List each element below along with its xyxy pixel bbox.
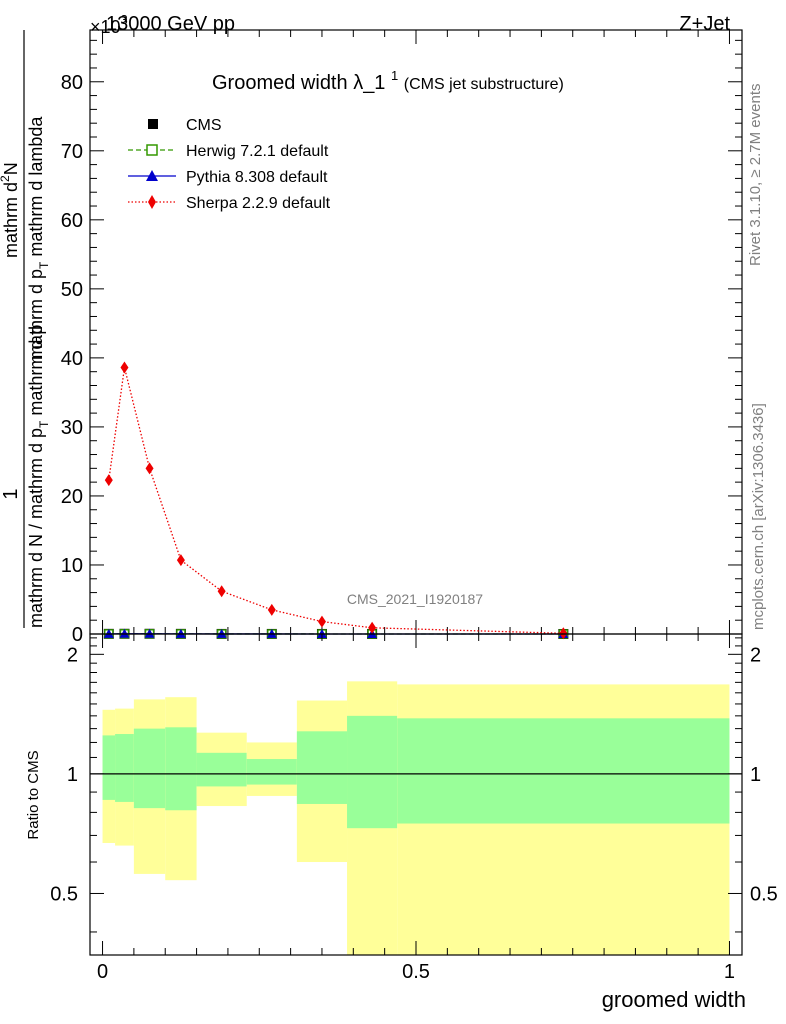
y-label-inner-num-a: mathrm d	[1, 182, 21, 258]
legend-marker-pythia	[146, 170, 158, 181]
ratio-band-inner	[397, 718, 730, 824]
legend-item-herwig: Herwig 7.2.1 default	[128, 143, 329, 160]
main-y-tick-label: 50	[61, 279, 83, 301]
y-label-den-a: mathrm d N / mathrm d p	[26, 428, 46, 628]
legend-marker-cms	[148, 119, 158, 129]
main-y-tick-label: 70	[61, 141, 83, 163]
ratio-y-label: Ratio to CMS	[25, 750, 42, 839]
y-label-inner-numerator: mathrm d2N	[0, 162, 21, 258]
y-label-inner-den-tail: mathrm d lambda	[26, 116, 46, 262]
y-label-inner-denominator: mathrm d pT mathrm d lambda	[26, 116, 51, 360]
main-y-label: 1 mathrm d N / mathrm d pT mathrm d p ma…	[0, 30, 51, 628]
ratio-y-tick-label: 0.5	[50, 883, 78, 905]
mcplots-label: mcplots.cern.ch [arXiv:1306.3436]	[750, 403, 767, 630]
main-y-tick-label: 40	[61, 348, 83, 370]
main-y-tick-label: 20	[61, 486, 83, 508]
ratio-band-inner	[115, 734, 134, 802]
main-title-text: Groomed width	[212, 72, 348, 94]
ratio-y-tick-label: 2	[67, 644, 78, 666]
legend-label-herwig: Herwig 7.2.1 default	[186, 143, 329, 160]
data-point-sherpa	[317, 615, 326, 628]
ratio-y-tick-label-right: 2	[750, 644, 761, 666]
analysis-watermark: CMS_2021_I1920187	[347, 591, 483, 607]
rivet-label: Rivet 3.1.10, ≥ 2.7M events	[747, 84, 764, 267]
ratio-band-inner	[133, 728, 166, 809]
legend-item-pythia: Pythia 8.308 default	[128, 169, 328, 186]
main-title-sup: 1	[391, 68, 398, 83]
main-y-tick-label: 10	[61, 555, 83, 577]
legend-marker-herwig	[146, 144, 158, 156]
ratio-y-axis: 0.5 0.5 1 1 2 2	[50, 637, 778, 933]
legend-item-cms: CMS	[148, 117, 222, 134]
y-multiplier-base: ×10	[90, 17, 121, 37]
legend-label-cms: CMS	[186, 117, 222, 134]
main-y-tick-label: 30	[61, 417, 83, 439]
data-point-pythia	[144, 628, 155, 638]
data-point-sherpa	[267, 603, 276, 616]
data-point-sherpa	[104, 474, 113, 487]
main-title-symbol: λ_1	[353, 72, 385, 94]
y-multiplier: ×103	[90, 12, 128, 37]
ratio-band-inner	[347, 715, 398, 829]
data-point-sherpa	[145, 462, 154, 475]
data-point-sherpa	[176, 554, 185, 567]
legend-marker-sherpa	[148, 195, 156, 209]
ratio-band-inner	[246, 759, 297, 785]
series-line-sherpa	[108, 367, 564, 634]
y-label-den-sub: T	[37, 420, 51, 428]
ratio-y-tick-label: 1	[67, 764, 78, 786]
y-label-numerator: 1	[0, 488, 22, 499]
ratio-band-inner	[296, 731, 348, 804]
ratio-y-tick-label-right: 0.5	[750, 883, 778, 905]
y-label-den-tail: mathrm d p	[26, 325, 46, 421]
ratio-y-tick-label-right: 1	[750, 764, 761, 786]
main-series-layer	[103, 361, 569, 640]
ratio-band-inner	[165, 727, 197, 811]
ratio-band-inner	[196, 752, 247, 787]
ratio-x-axis: 0 0.5 1	[97, 634, 735, 983]
main-title: Groomed width λ_1 1 (CMS jet substructur…	[212, 63, 564, 94]
data-point-pythia	[103, 628, 114, 638]
data-point-sherpa	[217, 585, 226, 598]
data-point-sherpa	[559, 627, 568, 640]
legend-label-sherpa: Sherpa 2.2.9 default	[186, 195, 331, 212]
data-point-pythia	[119, 628, 130, 638]
process-label: Z+Jet	[679, 13, 730, 35]
ratio-bands-layer	[102, 681, 730, 955]
x-axis-label: groomed width	[602, 987, 746, 1012]
legend: CMS Herwig 7.2.1 default Pythia 8.308 de…	[128, 117, 331, 212]
ratio-plot-frame	[89, 633, 743, 956]
y-multiplier-exp: 3	[121, 12, 128, 27]
y-label-inner-num-tail: N	[1, 162, 21, 175]
y-label-denominator: mathrm d N / mathrm d pT mathrm d p	[26, 325, 51, 628]
x-tick-label: 0.5	[402, 961, 430, 983]
x-tick-label: 0	[97, 961, 108, 983]
main-y-tick-label: 80	[61, 72, 83, 94]
legend-label-pythia: Pythia 8.308 default	[186, 169, 328, 186]
main-y-tick-label: 0	[72, 624, 83, 646]
main-y-tick-label: 60	[61, 210, 83, 232]
main-title-note: (CMS jet substructure)	[404, 76, 564, 93]
y-label-inner-den-sub: T	[37, 261, 51, 269]
ratio-band-inner	[102, 735, 116, 800]
x-tick-label: 1	[724, 961, 735, 983]
data-point-sherpa	[120, 361, 129, 374]
y-label-inner-num-sup: 2	[0, 175, 12, 182]
legend-item-sherpa: Sherpa 2.2.9 default	[128, 195, 331, 212]
data-point-pythia	[175, 628, 186, 638]
main-y-axis: 0 10 20 30 40 50 60 70 80	[61, 39, 742, 646]
y-label-inner-den-a: mathrm d p	[26, 269, 46, 360]
data-point-sherpa	[368, 621, 377, 634]
